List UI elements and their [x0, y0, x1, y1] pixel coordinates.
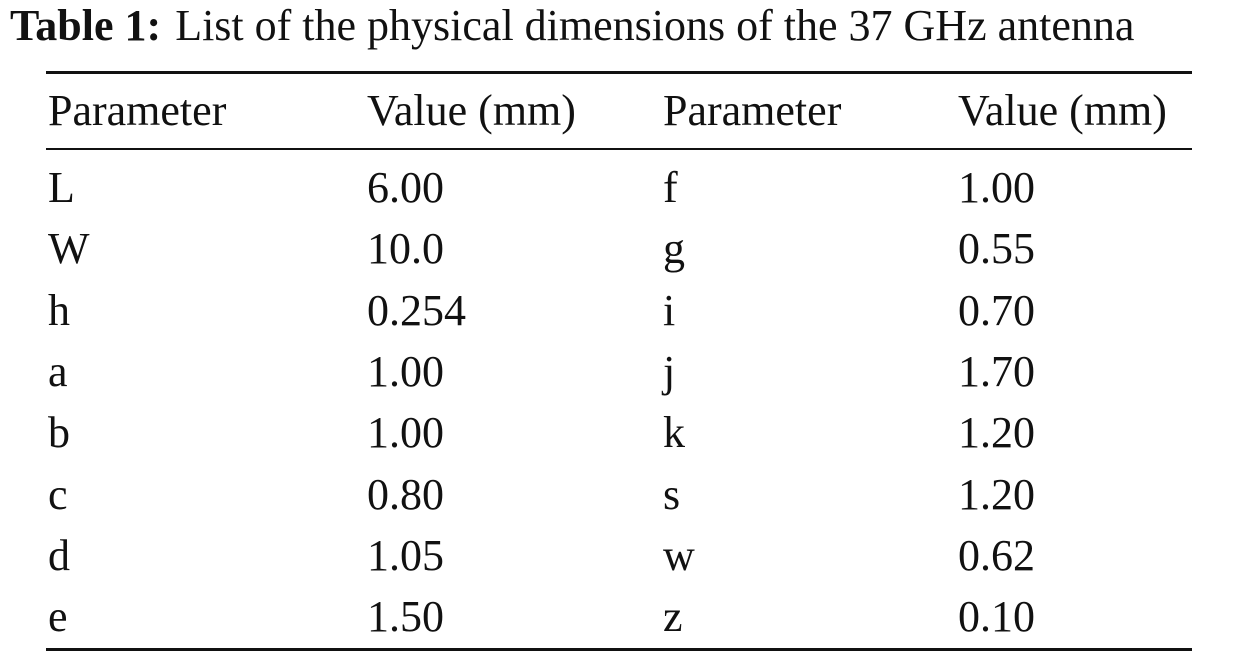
table-cell: a	[48, 346, 68, 396]
caption-text: List of the physical dimensions of the 3…	[175, 1, 1135, 50]
table-cell: 1.05	[367, 530, 444, 580]
table-cell: 0.55	[958, 224, 1035, 274]
header-cell: Parameter	[48, 86, 227, 135]
table-cell: 1.20	[958, 469, 1035, 519]
top-rule	[46, 71, 1192, 74]
table-cell: f	[663, 163, 678, 212]
table-cell: 1.20	[958, 408, 1035, 458]
table-cell: 10.0	[367, 224, 444, 274]
table-cell: 0.254	[367, 285, 466, 335]
table-cell: 1.00	[367, 408, 444, 458]
table-cell: k	[663, 408, 685, 458]
table-cell: 0.80	[367, 469, 444, 519]
table-cell: b	[48, 408, 70, 458]
header-cell: Value (mm)	[958, 86, 1167, 135]
table-cell: 1.50	[367, 592, 444, 642]
table-cell: i	[663, 285, 676, 335]
table-cell: 0.62	[958, 530, 1035, 580]
table-cell: s	[663, 469, 681, 519]
caption-label: Table 1:	[10, 1, 162, 50]
table-cell: 0.70	[958, 285, 1035, 335]
table-cell: L	[48, 163, 75, 212]
table-cell: 1.00	[958, 163, 1035, 212]
table-cell: 0.10	[958, 592, 1035, 642]
table-cell: d	[48, 530, 70, 580]
table-cell: j	[663, 346, 676, 396]
table-cell: g	[663, 224, 685, 274]
table-cell: 6.00	[367, 163, 444, 212]
table-cell: h	[48, 285, 70, 335]
header-cell: Value (mm)	[367, 86, 576, 135]
bottom-rule	[46, 648, 1192, 651]
table-cell: 1.70	[958, 346, 1035, 396]
table-cell: e	[48, 592, 68, 642]
table-cell: c	[48, 469, 68, 519]
table-cell: W	[48, 224, 90, 274]
table-caption: Table 1: List of the physical dimensions …	[10, 0, 1134, 52]
header-cell: Parameter	[663, 86, 842, 135]
mid-rule	[46, 148, 1192, 150]
table-cell: z	[663, 592, 683, 642]
table-cell: w	[663, 530, 695, 580]
table-cell: 1.00	[367, 346, 444, 396]
